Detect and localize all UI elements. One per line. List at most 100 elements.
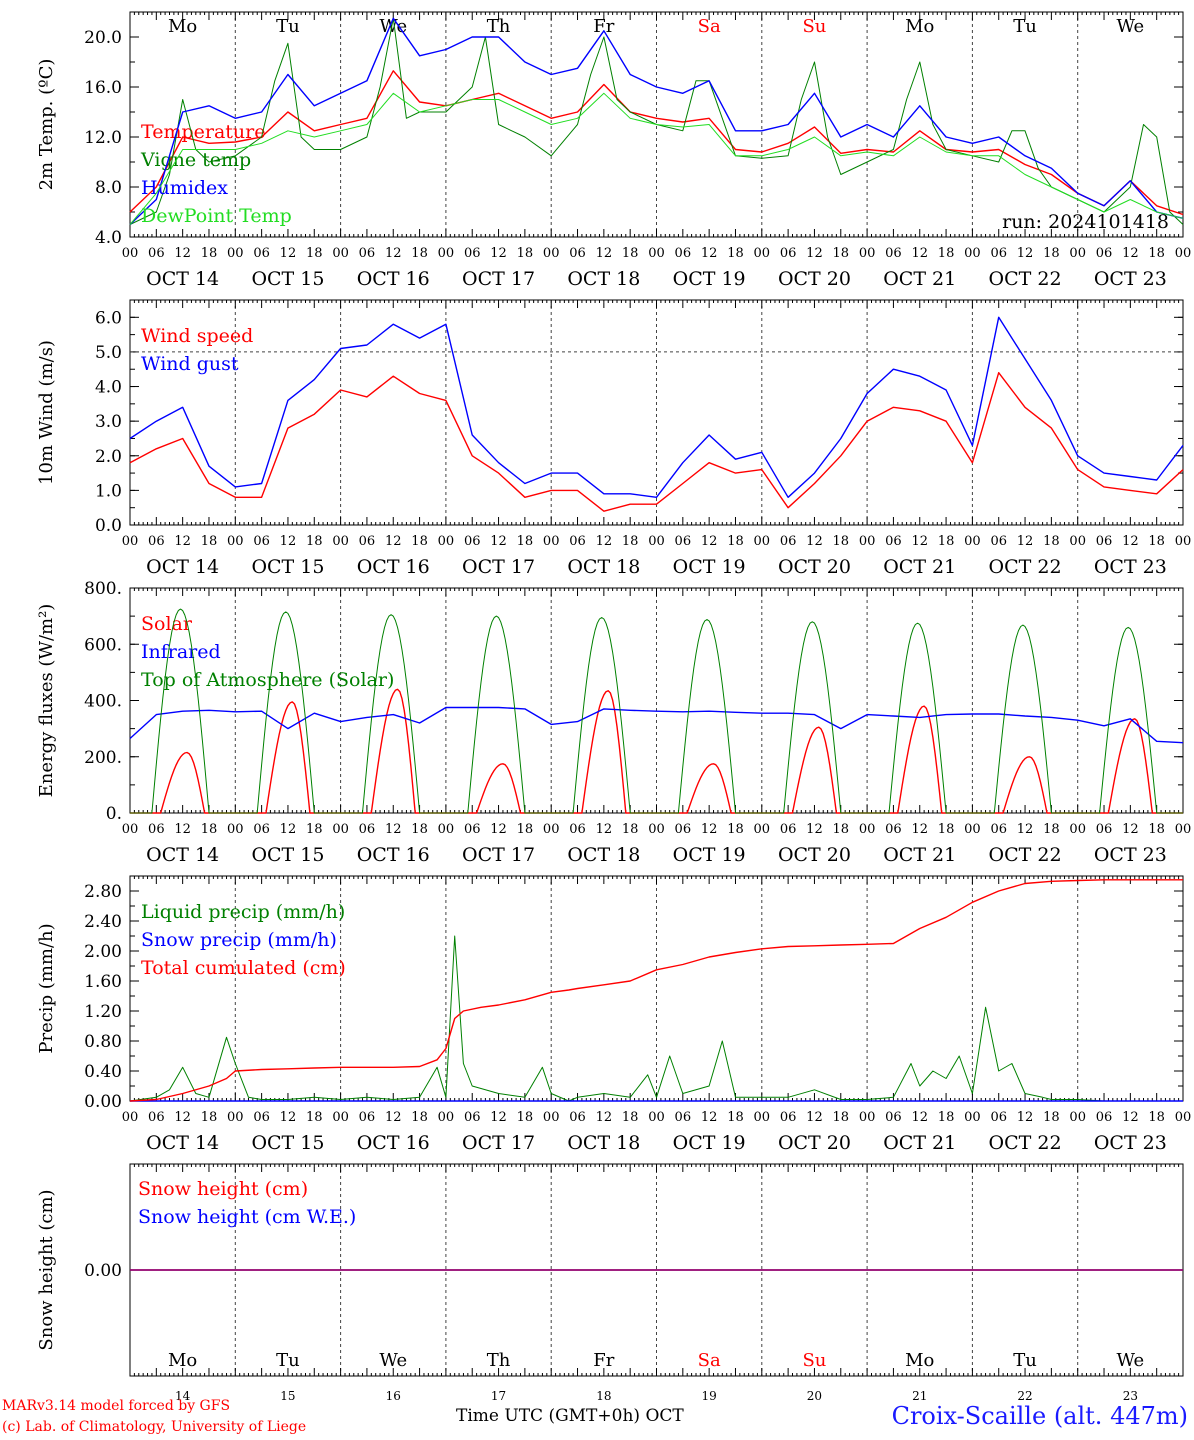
hour-tick-label: 12	[806, 534, 823, 549]
hour-tick-label: 00	[332, 534, 349, 549]
chart-panel-5: 0.00 Snow height (cm) Mo Tu We Th Fr Sa Su Mo Tu We…	[36, 1163, 1184, 1403]
date-label: OCT 19	[673, 1132, 746, 1154]
hour-tick-label: 00	[648, 822, 665, 837]
date-label: OCT 16	[357, 268, 430, 290]
hour-tick-label: 06	[148, 534, 165, 549]
hour-tick-label: 12	[490, 534, 507, 549]
hour-tick-label: 12	[490, 246, 507, 261]
hour-tick-label: 06	[675, 822, 692, 837]
hour-tick-label: 18	[1043, 822, 1060, 837]
hour-tick-label: 00	[332, 1110, 349, 1125]
hour-tick-label: 12	[596, 534, 613, 549]
date-label: OCT 15	[251, 556, 324, 578]
hour-tick-label: 00	[754, 822, 771, 837]
hour-tick-label: 06	[464, 246, 481, 261]
day-number-label: 17	[491, 1389, 506, 1403]
hour-tick-label: 06	[990, 534, 1007, 549]
date-label: OCT 18	[567, 844, 640, 866]
hour-tick-label: 00	[859, 1110, 876, 1125]
hour-tick-label: 18	[727, 1110, 744, 1125]
y-tick-label: 2.00	[84, 942, 122, 962]
hour-tick-label: 12	[490, 822, 507, 837]
date-label: OCT 23	[1094, 556, 1167, 578]
hour-tick-label: 18	[1043, 534, 1060, 549]
day-number-label: 18	[596, 1389, 611, 1403]
chart-panel-3: 0. 200. 400. 600. 800. Energy fluxes (W/m²) 00…	[36, 579, 1191, 866]
day-number-label: 19	[702, 1389, 717, 1403]
legend-green: Vigne temp	[140, 149, 251, 171]
date-label: OCT 15	[251, 1132, 324, 1154]
hour-tick-label: 00	[227, 534, 244, 549]
day-number-label: 23	[1123, 1389, 1138, 1403]
hour-tick-label: 18	[306, 246, 323, 261]
hour-tick-label: 18	[727, 246, 744, 261]
hour-tick-label: 18	[938, 534, 955, 549]
date-label: OCT 21	[883, 556, 956, 578]
day-number-label: 20	[807, 1389, 822, 1403]
y-tick-label: 800.	[84, 579, 122, 599]
date-label: OCT 20	[778, 844, 851, 866]
hour-tick-label: 06	[569, 534, 586, 549]
date-label: OCT 20	[778, 268, 851, 290]
weekday-label: Fr	[593, 16, 614, 37]
legend-red: Solar	[141, 613, 193, 635]
hour-tick-label: 18	[727, 534, 744, 549]
weekday-label: We	[379, 1350, 407, 1371]
hour-tick-label: 12	[280, 534, 297, 549]
date-label: OCT 16	[357, 844, 430, 866]
hour-tick-label: 00	[543, 1110, 560, 1125]
date-label: OCT 22	[989, 268, 1062, 290]
y-tick-label: 2.40	[84, 912, 122, 932]
y-tick-label: 12.0	[84, 128, 122, 148]
weekday-label: Th	[487, 16, 511, 37]
day-number-label: 22	[1017, 1389, 1032, 1403]
hour-tick-label: 00	[648, 534, 665, 549]
hour-tick-label: 12	[280, 1110, 297, 1125]
hour-tick-label: 18	[201, 246, 218, 261]
y-tick-label: 0.0	[95, 516, 122, 536]
legend-blue: Infrared	[141, 641, 221, 663]
hour-tick-label: 00	[438, 822, 455, 837]
hour-tick-label: 06	[990, 822, 1007, 837]
hour-tick-label: 18	[622, 534, 639, 549]
weekday-label: Fr	[593, 1350, 614, 1371]
hour-tick-label: 06	[359, 1110, 376, 1125]
chart-panel-2: 0.0 1.0 2.0 3.0 4.0 5.0 6.0 10m Wind (m/s) 00 06 1…	[36, 299, 1191, 578]
hour-tick-label: 00	[1069, 822, 1086, 837]
date-label: OCT 23	[1094, 268, 1167, 290]
hour-tick-label: 12	[701, 822, 718, 837]
series-line-red	[129, 372, 1184, 512]
hour-tick-label: 12	[1122, 1110, 1139, 1125]
weekday-label: We	[379, 16, 407, 37]
hour-tick-label: 06	[253, 534, 270, 549]
hour-tick-label: 06	[1096, 246, 1113, 261]
y-tick-label: 4.0	[95, 228, 122, 248]
y-tick-label: 5.0	[95, 343, 122, 363]
hour-tick-label: 12	[1017, 1110, 1034, 1125]
date-label: OCT 17	[462, 844, 535, 866]
date-label: OCT 22	[989, 1132, 1062, 1154]
hour-tick-label: 00	[543, 822, 560, 837]
model-credit: MARv3.14 model forced by GFS	[2, 1398, 231, 1414]
hour-tick-label: 00	[438, 246, 455, 261]
hour-tick-label: 06	[1096, 1110, 1113, 1125]
hour-tick-label: 18	[517, 246, 534, 261]
hour-tick-label: 00	[438, 1110, 455, 1125]
y-tick-label: 0.40	[84, 1062, 122, 1082]
legend-blue: Snow precip (mm/h)	[141, 929, 337, 951]
hour-tick-label: 18	[833, 822, 850, 837]
weekday-label: Su	[802, 1350, 826, 1371]
weekday-label: We	[1117, 1350, 1145, 1371]
hour-tick-label: 06	[780, 246, 797, 261]
hour-tick-label: 00	[754, 534, 771, 549]
hour-tick-label: 18	[1148, 246, 1165, 261]
time-axis-title: Time UTC (GMT+0h) OCT	[456, 1406, 684, 1426]
hour-tick-label: 06	[885, 822, 902, 837]
hour-tick-label: 00	[964, 822, 981, 837]
date-label: OCT 22	[989, 844, 1062, 866]
hour-tick-label: 00	[859, 822, 876, 837]
legend-blue: Snow height (cm W.E.)	[138, 1206, 356, 1228]
hour-tick-label: 18	[833, 1110, 850, 1125]
weekday-label: Sa	[698, 1350, 721, 1371]
